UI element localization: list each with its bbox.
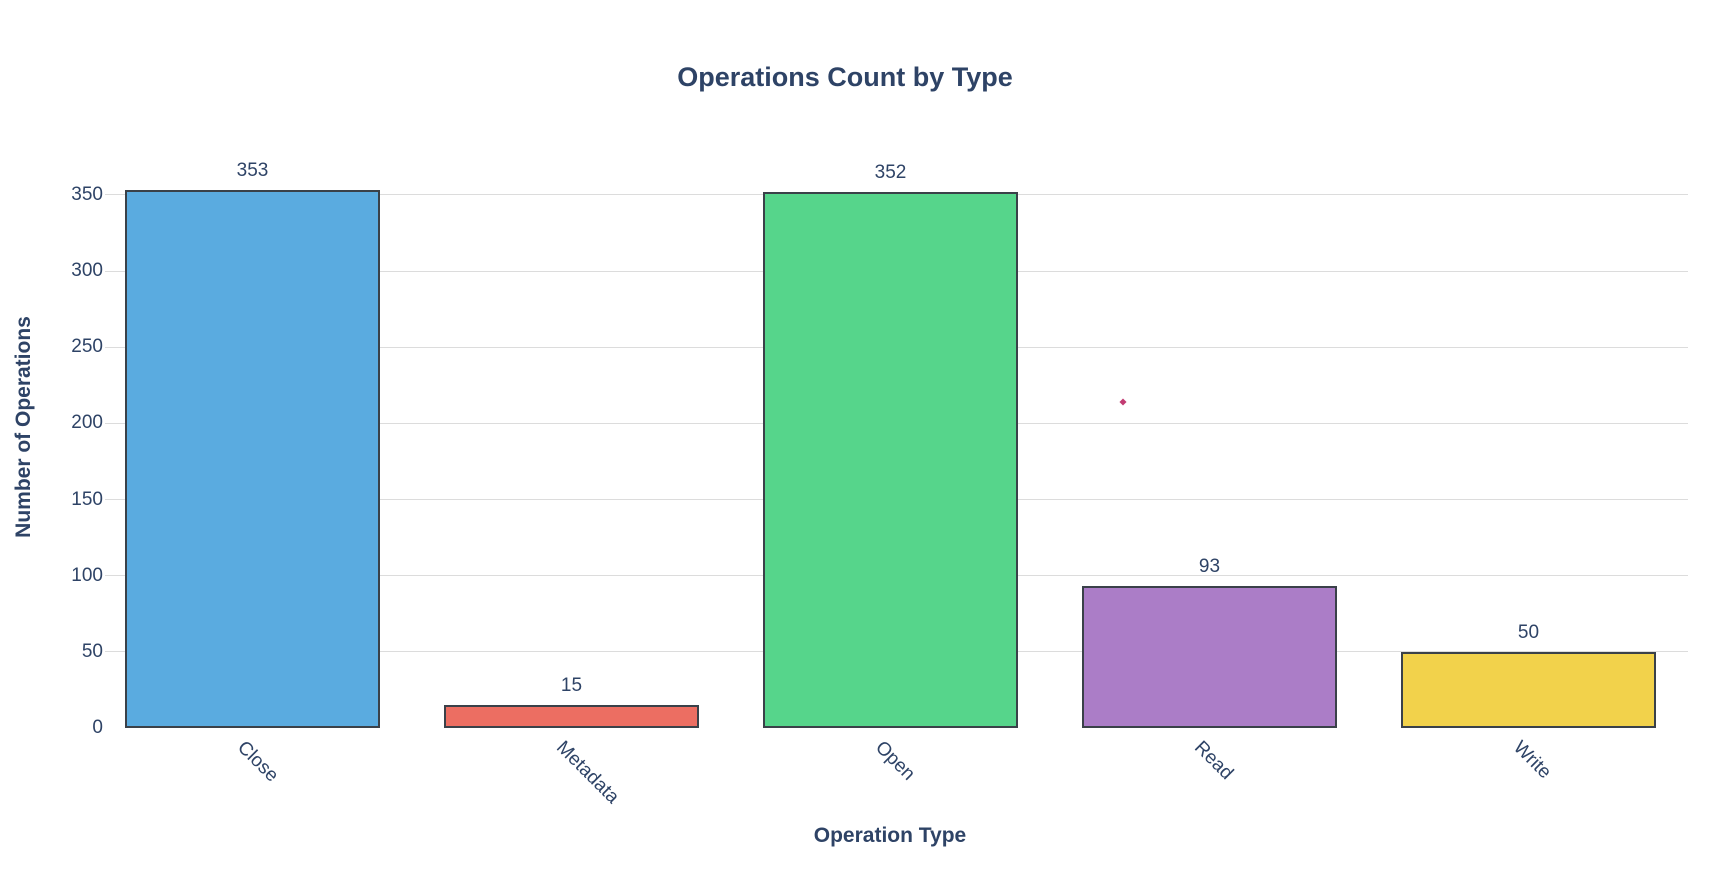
x-tick-label-write: Write bbox=[1508, 737, 1555, 783]
plot-area: 0 50 100 150 200 250 300 350 353 Close 15 Metadata 3… bbox=[71, 140, 1688, 808]
y-tick-label: 0 bbox=[92, 717, 103, 738]
bar-close bbox=[125, 190, 380, 728]
bar-value-label: 93 bbox=[1198, 556, 1221, 578]
y-tick-label: 50 bbox=[81, 640, 103, 662]
x-tick-label-close: Close bbox=[232, 737, 282, 787]
y-tick-label: 200 bbox=[71, 412, 103, 434]
x-axis-title: Operation Type bbox=[813, 824, 967, 847]
y-tick-label: 150 bbox=[71, 488, 103, 510]
bar-open bbox=[763, 191, 1018, 728]
y-tick-label: 350 bbox=[71, 183, 103, 205]
bar-value-label: 353 bbox=[236, 160, 269, 182]
y-tick-label: 250 bbox=[71, 336, 103, 358]
bar-read bbox=[1082, 586, 1337, 728]
bar-value-label: 15 bbox=[560, 675, 583, 697]
stray-marker-dot bbox=[1119, 398, 1127, 406]
x-tick-label-read: Read bbox=[1189, 737, 1237, 784]
chart-title: Operations Count by Type bbox=[677, 62, 1013, 92]
bar-write bbox=[1401, 651, 1656, 728]
bar-metadata bbox=[444, 705, 699, 728]
bar-value-label: 352 bbox=[874, 161, 907, 183]
y-tick-label: 100 bbox=[71, 564, 103, 586]
x-tick-label-open: Open bbox=[870, 737, 919, 785]
bar-value-label: 50 bbox=[1517, 621, 1540, 643]
x-tick-label-metadata: Metadata bbox=[551, 737, 623, 808]
y-tick-label: 300 bbox=[71, 260, 103, 281]
